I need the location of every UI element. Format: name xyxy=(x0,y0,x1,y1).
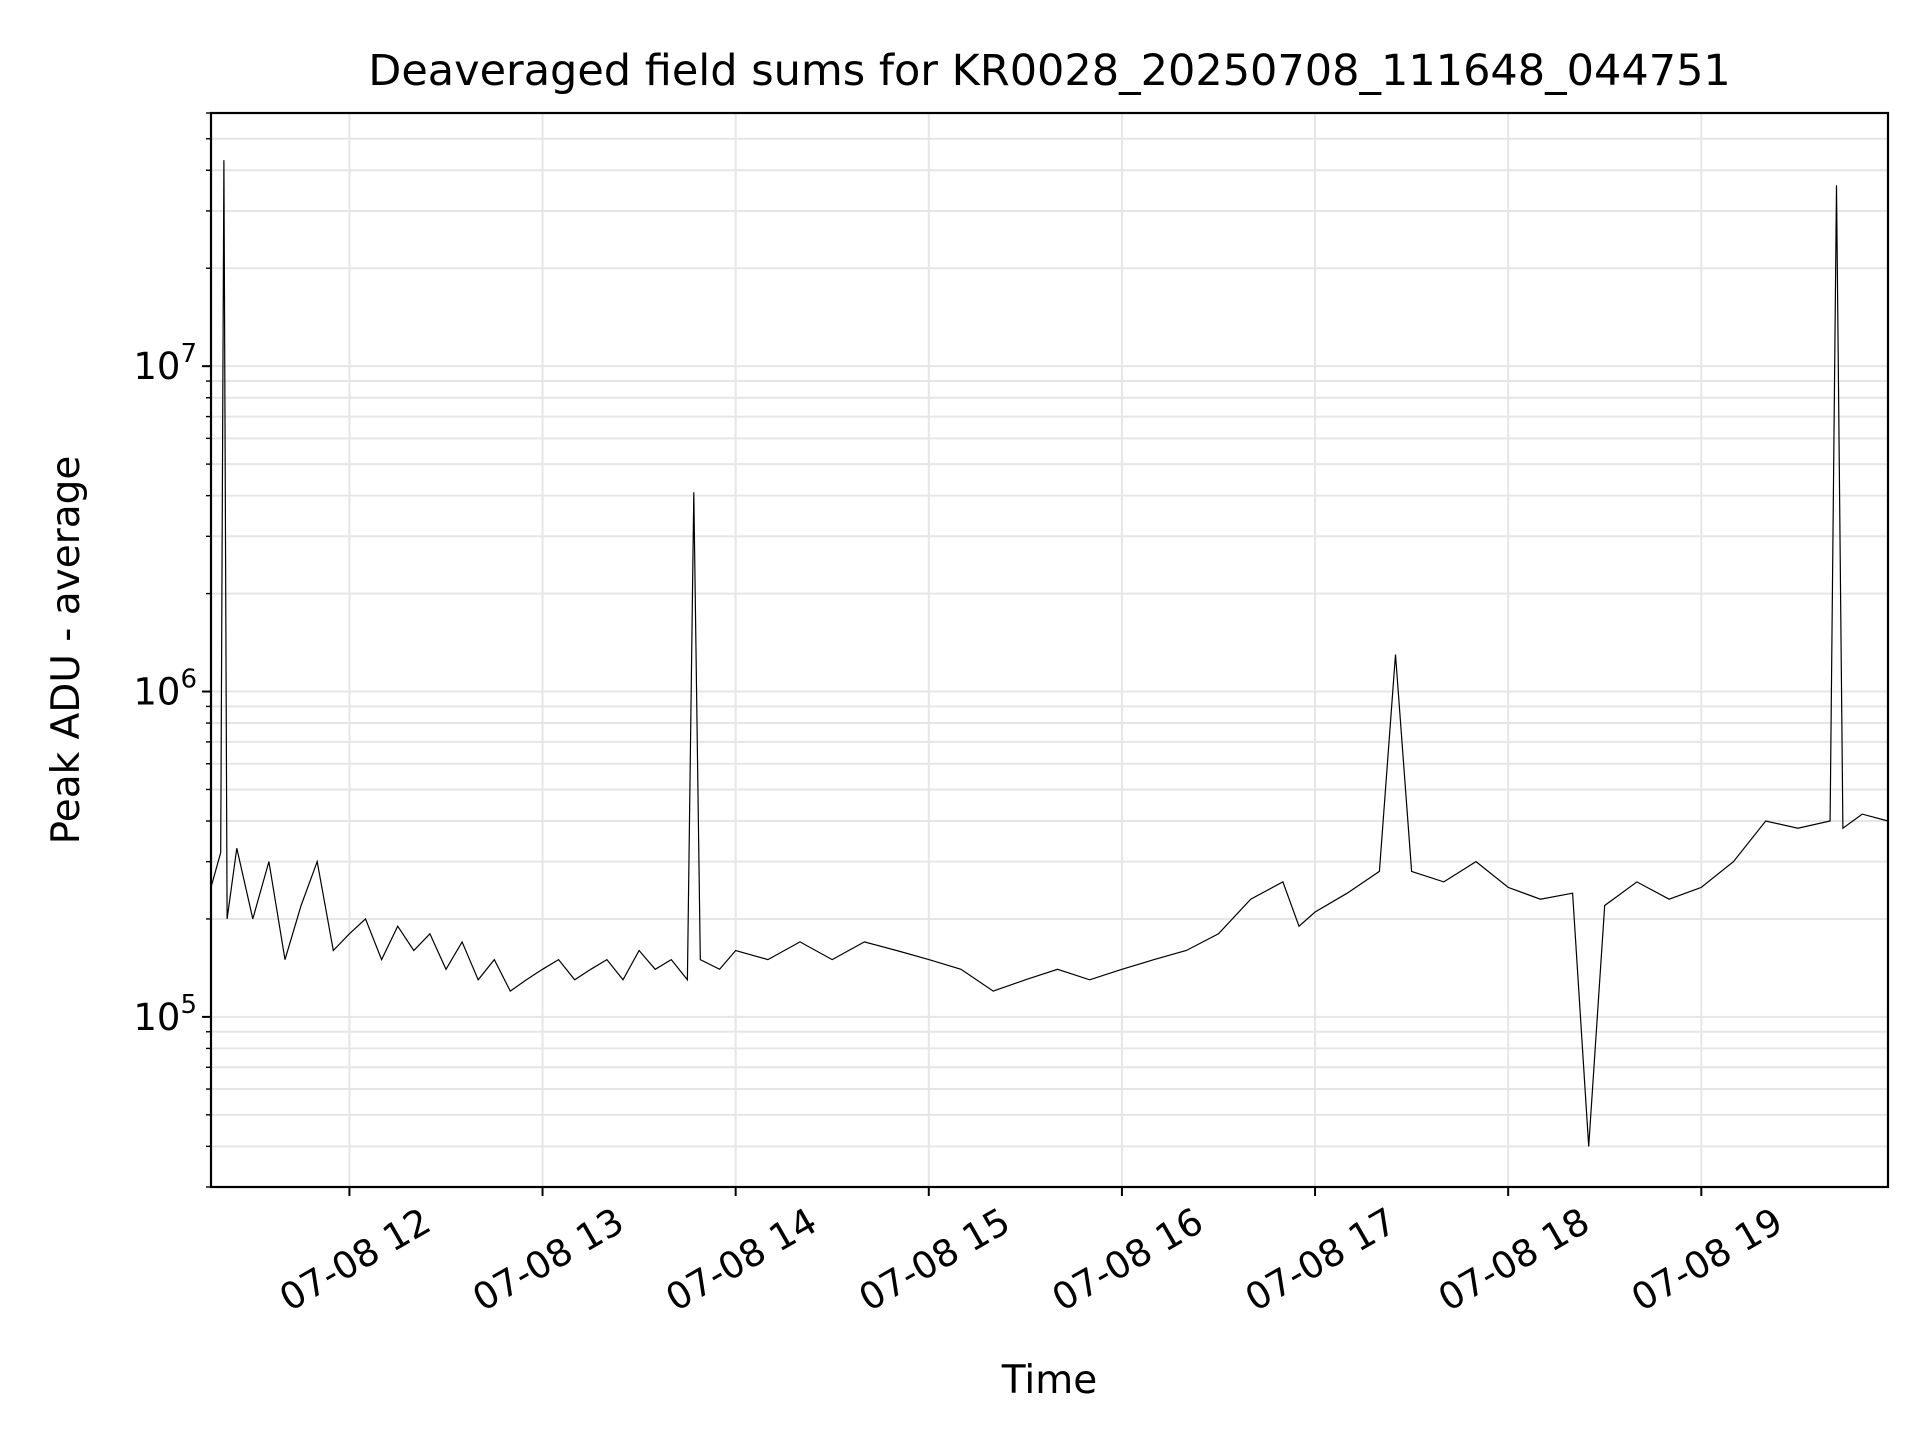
grid xyxy=(211,112,1888,1188)
plot-area xyxy=(210,160,1889,1147)
series-line xyxy=(210,160,1889,1147)
plot-frame xyxy=(209,111,1890,1189)
y-axis-label: Peak ADU - average xyxy=(44,456,89,845)
y-tick-label: 106 xyxy=(133,665,197,714)
x-axis-label: Time xyxy=(1001,1358,1097,1403)
chart-title: Deaveraged field sums for KR0028_2025070… xyxy=(368,46,1731,96)
y-tick-label: 105 xyxy=(133,990,197,1039)
y-tick-label: 107 xyxy=(133,339,197,388)
y-axis: 105 106 107 xyxy=(133,112,211,1188)
